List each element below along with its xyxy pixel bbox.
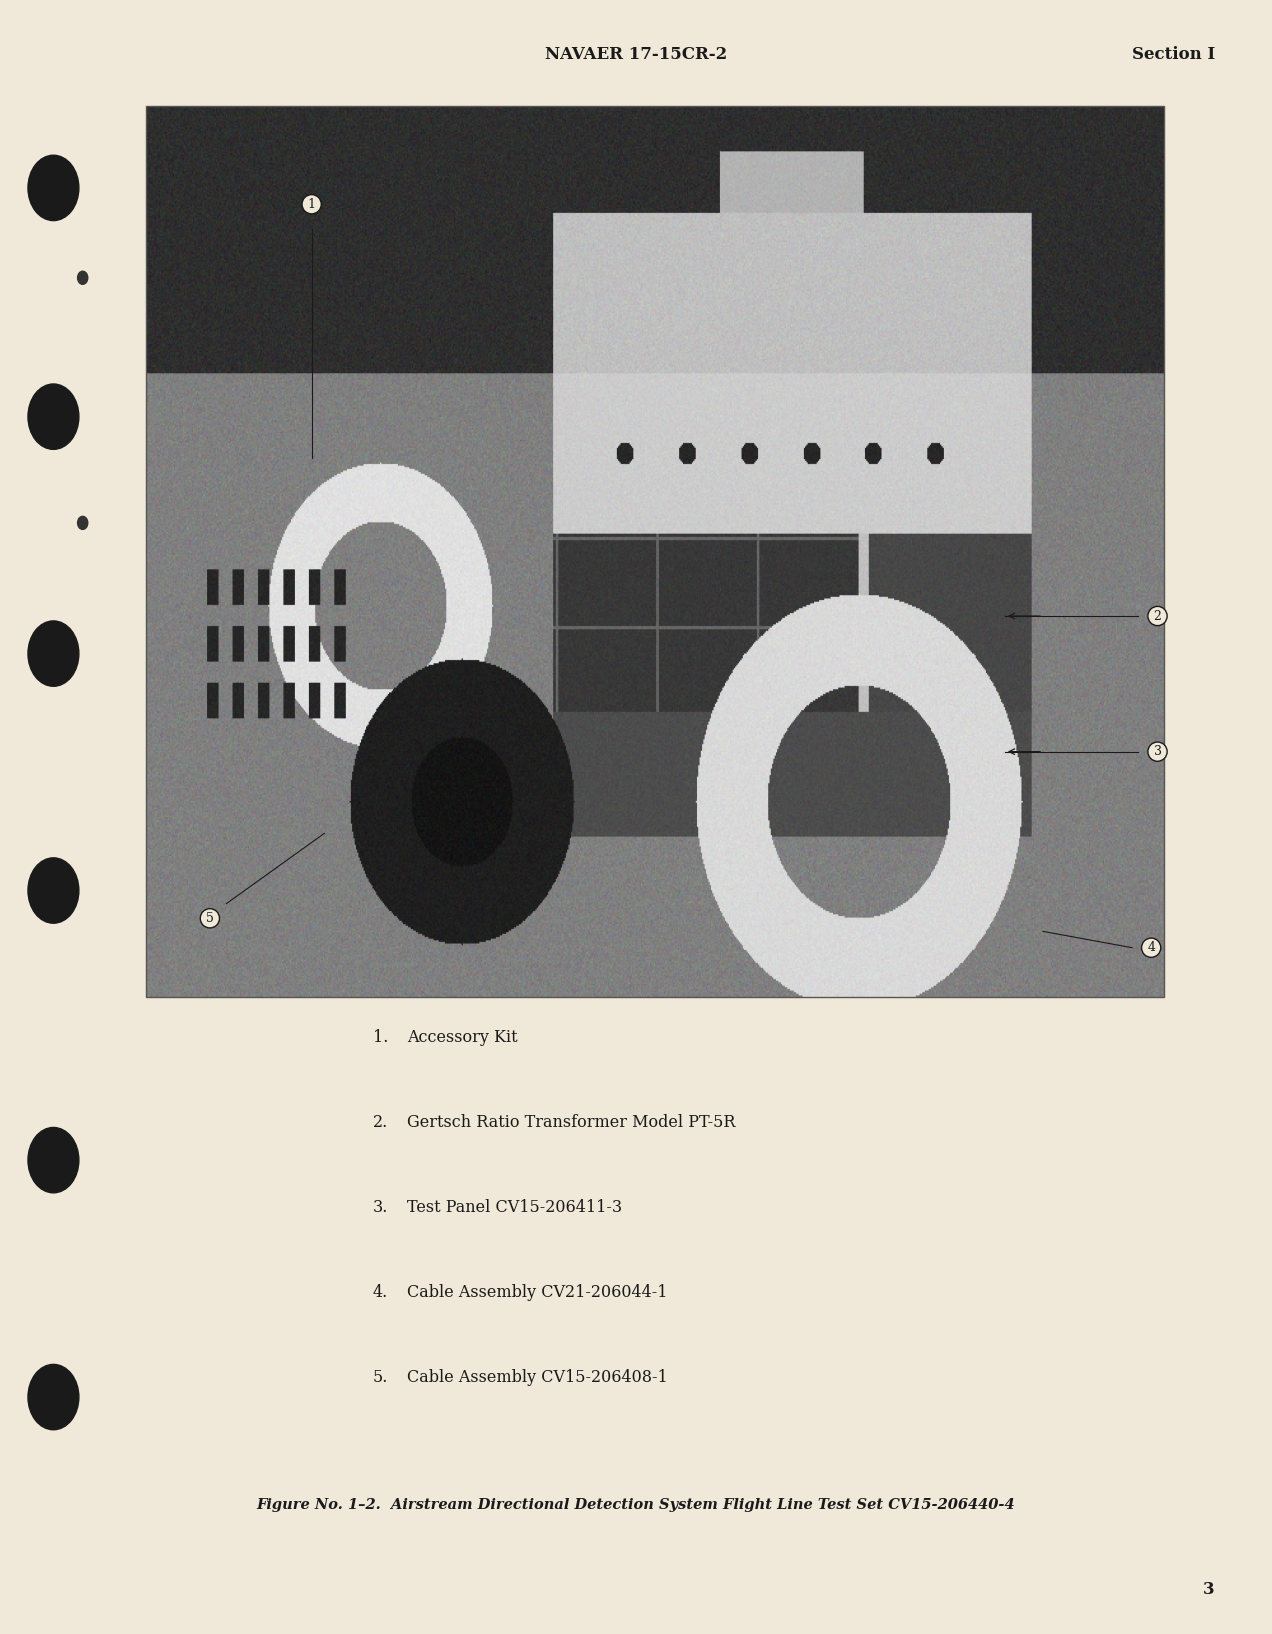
Text: Figure No. 1–2.  Airstream Directional Detection System Flight Line Test Set CV1: Figure No. 1–2. Airstream Directional De…: [257, 1498, 1015, 1513]
Circle shape: [28, 621, 79, 686]
Text: 1: 1: [308, 198, 315, 211]
Text: 2.: 2.: [373, 1114, 388, 1131]
Circle shape: [28, 1364, 79, 1430]
Text: 4.: 4.: [373, 1284, 388, 1301]
Text: 5.: 5.: [373, 1369, 388, 1386]
Text: 1.: 1.: [373, 1029, 388, 1046]
Text: 3: 3: [1203, 1582, 1215, 1598]
Text: Gertsch Ratio Transformer Model PT-5R: Gertsch Ratio Transformer Model PT-5R: [407, 1114, 735, 1131]
Text: 3.: 3.: [373, 1199, 388, 1216]
Text: Accessory Kit: Accessory Kit: [407, 1029, 518, 1046]
Text: Test Panel CV15-206411-3: Test Panel CV15-206411-3: [407, 1199, 622, 1216]
Bar: [146, 106, 1164, 997]
Text: 3: 3: [1154, 745, 1161, 758]
Text: Section I: Section I: [1132, 46, 1215, 62]
Text: Cable Assembly CV21-206044-1: Cable Assembly CV21-206044-1: [407, 1284, 668, 1301]
Circle shape: [28, 155, 79, 221]
Text: 5: 5: [206, 912, 214, 925]
Circle shape: [28, 1127, 79, 1193]
Text: 2: 2: [1154, 609, 1161, 623]
Circle shape: [78, 516, 88, 529]
Text: 4: 4: [1147, 941, 1155, 954]
Text: NAVAER 17-15CR-2: NAVAER 17-15CR-2: [544, 46, 728, 62]
Circle shape: [78, 271, 88, 284]
Text: Cable Assembly CV15-206408-1: Cable Assembly CV15-206408-1: [407, 1369, 668, 1386]
Circle shape: [28, 384, 79, 449]
Circle shape: [28, 858, 79, 923]
